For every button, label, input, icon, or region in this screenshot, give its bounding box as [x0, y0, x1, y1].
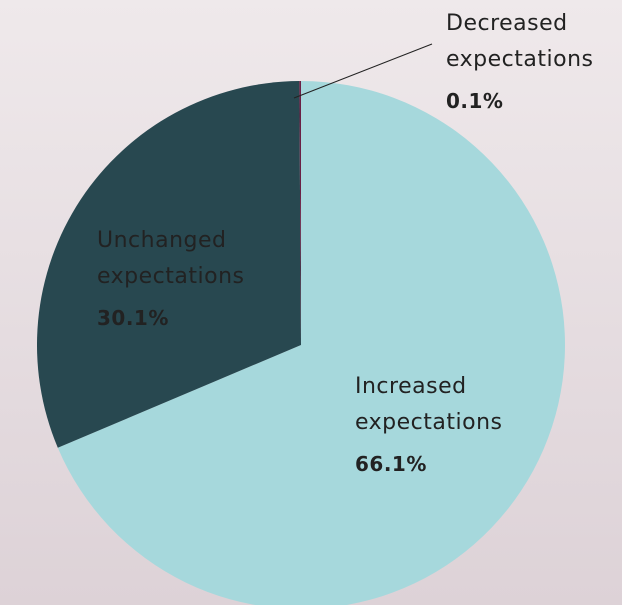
- leader-line: [293, 43, 433, 99]
- slice-label: expectations: [355, 410, 502, 435]
- value-label: 30.1%: [97, 306, 169, 330]
- pie: [37, 81, 565, 605]
- value-label: 66.1%: [355, 452, 427, 476]
- pie-slice: [57, 81, 565, 605]
- slice-label: expectations: [97, 264, 244, 289]
- pie-slice: [299, 81, 301, 345]
- slice-label: Decreased: [446, 11, 568, 36]
- value-label: 0.1%: [446, 89, 503, 113]
- slice-label: Increased: [355, 374, 467, 399]
- slice-label: Unchanged: [97, 228, 226, 253]
- pie-slice: [37, 81, 302, 448]
- slice-label: expectations: [446, 47, 593, 72]
